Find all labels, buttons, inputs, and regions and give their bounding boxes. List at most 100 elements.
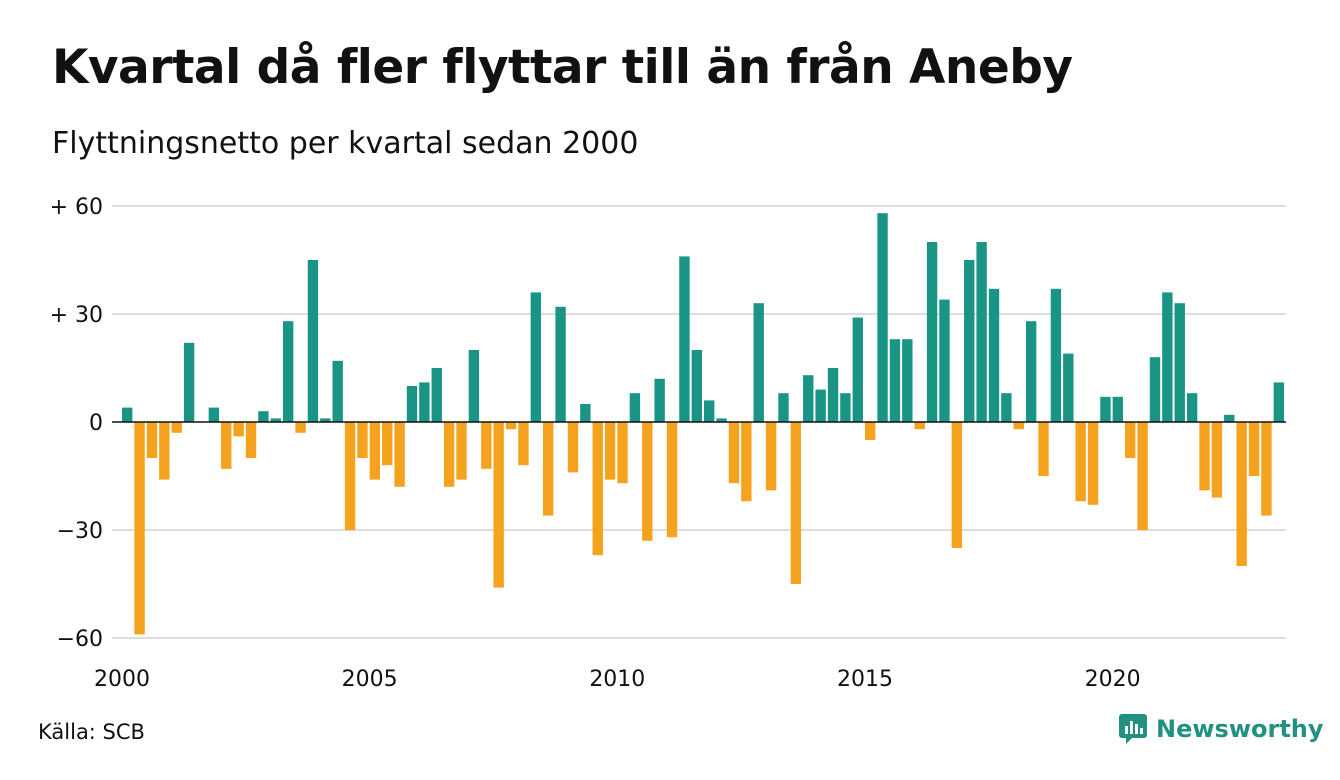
bar <box>1137 422 1148 530</box>
bar <box>642 422 653 541</box>
bar <box>270 418 281 422</box>
y-tick-label: + 60 <box>50 195 103 220</box>
bar <box>1199 422 1210 491</box>
bar <box>815 389 826 422</box>
y-tick-label: −30 <box>57 519 103 544</box>
bar <box>332 360 343 422</box>
bar <box>382 422 393 466</box>
bar <box>134 422 145 635</box>
bar <box>183 342 195 422</box>
newsworthy-logo[interactable]: Newsworthy <box>1118 713 1324 745</box>
bar <box>208 407 220 422</box>
bar <box>629 393 641 422</box>
bar <box>344 422 356 530</box>
bar <box>530 292 542 422</box>
bar <box>790 422 802 584</box>
bar <box>753 303 764 422</box>
bar <box>1112 396 1124 422</box>
bar <box>1248 422 1260 476</box>
bar <box>481 422 492 469</box>
bar <box>741 422 752 502</box>
bar <box>431 368 442 422</box>
bar <box>877 213 888 422</box>
gridlines <box>112 205 1286 639</box>
bar <box>468 350 480 422</box>
bar <box>988 288 1000 422</box>
y-tick-label: 0 <box>89 411 103 436</box>
bar <box>926 242 938 422</box>
bar <box>580 404 591 422</box>
bar <box>394 422 405 487</box>
source-note: Källa: SCB <box>38 720 145 744</box>
bar <box>704 400 715 422</box>
bar <box>1162 292 1173 422</box>
bar <box>852 317 863 422</box>
y-axis-labels: + 60 + 30 0 −30 −60 <box>50 195 103 652</box>
bar-chart: + 60 + 30 0 −30 −60 2000 2005 2010 2015 2020 <box>50 195 1286 692</box>
bar <box>840 393 851 422</box>
bar <box>146 422 158 458</box>
bar <box>543 422 554 516</box>
bar <box>159 422 170 480</box>
y-tick-label: + 30 <box>50 303 103 328</box>
x-axis-labels: 2000 2005 2010 2015 2020 <box>94 667 1141 692</box>
bar <box>976 242 987 422</box>
bar <box>617 422 628 484</box>
x-tick-label: 2020 <box>1085 667 1141 692</box>
bar <box>307 260 319 422</box>
bar <box>592 422 603 556</box>
bar <box>803 375 814 422</box>
bar <box>233 422 244 437</box>
bar <box>282 321 294 422</box>
bar <box>518 422 529 466</box>
bar <box>1050 288 1062 422</box>
newsworthy-logo-text: Newsworthy <box>1156 715 1324 743</box>
bar <box>555 306 566 422</box>
bar <box>765 422 777 491</box>
bar <box>221 422 232 469</box>
bar <box>1087 422 1099 505</box>
bar <box>1025 321 1037 422</box>
bar <box>1174 303 1185 422</box>
bar <box>864 422 876 440</box>
bar <box>1149 357 1161 422</box>
bar <box>1100 396 1111 422</box>
bar <box>889 339 901 422</box>
bar <box>604 422 616 480</box>
y-tick-label: −60 <box>57 627 103 652</box>
bar <box>964 260 975 422</box>
bar <box>1013 422 1024 430</box>
bar <box>419 382 430 422</box>
bar <box>1236 422 1247 566</box>
bar <box>951 422 963 548</box>
bar <box>357 422 368 458</box>
bar <box>1224 414 1235 422</box>
x-tick-label: 2005 <box>342 667 398 692</box>
x-tick-label: 2000 <box>94 667 150 692</box>
bar <box>728 422 740 484</box>
bar <box>258 411 269 422</box>
bar <box>1001 393 1012 422</box>
bar <box>122 407 133 422</box>
newsworthy-logo-icon <box>1119 714 1147 744</box>
bar <box>1125 422 1136 458</box>
bar <box>691 350 702 422</box>
bar <box>902 339 913 422</box>
bar <box>505 422 517 430</box>
bar <box>295 422 306 433</box>
chart-subtitle: Flyttningsnetto per kvartal sedan 2000 <box>52 126 639 161</box>
bar <box>679 256 690 422</box>
bar <box>456 422 467 480</box>
bar <box>320 418 331 422</box>
bar <box>171 422 182 433</box>
bar <box>567 422 579 473</box>
bar <box>778 393 789 422</box>
bar <box>939 299 950 422</box>
bar <box>914 422 925 430</box>
bar <box>666 422 678 538</box>
bar <box>1261 422 1272 516</box>
bar <box>1273 382 1284 422</box>
bar <box>827 368 839 422</box>
x-tick-label: 2010 <box>589 667 645 692</box>
bar <box>1186 393 1198 422</box>
